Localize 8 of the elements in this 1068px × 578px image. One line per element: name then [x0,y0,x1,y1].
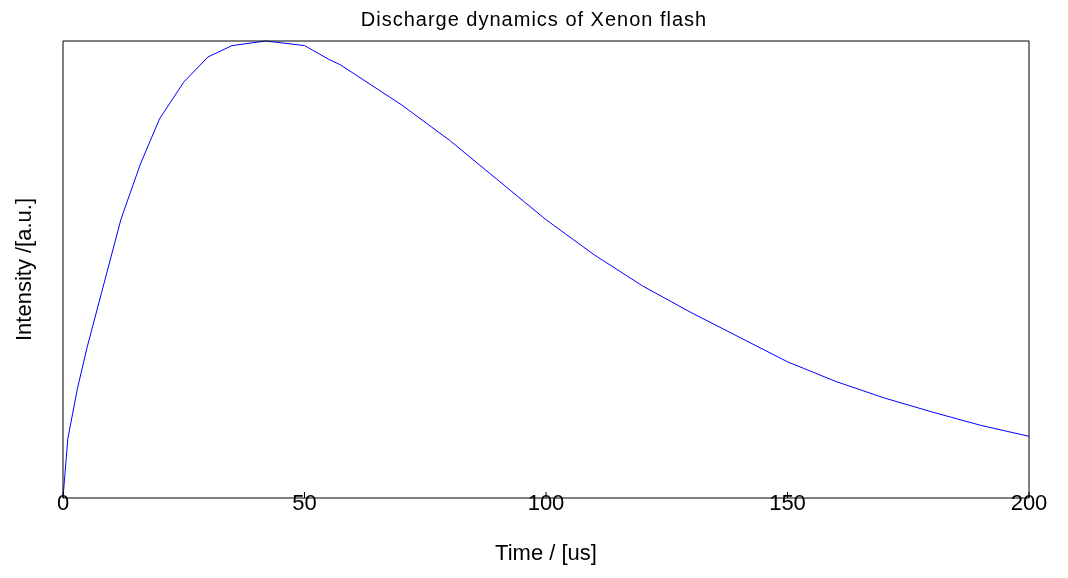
x-tick-label: 200 [1010,489,1048,515]
y-axis-title: Intensity /[a.u.] [10,197,36,342]
x-tick-label: 0 [56,489,70,515]
x-axis-title: Time / [us] [495,540,597,565]
x-tick-label: 50 [292,489,317,515]
chart-title: Discharge dynamics of Xenon flash [359,8,709,31]
x-tick-label: 100 [527,489,565,515]
x-tick-label: 150 [769,489,806,515]
